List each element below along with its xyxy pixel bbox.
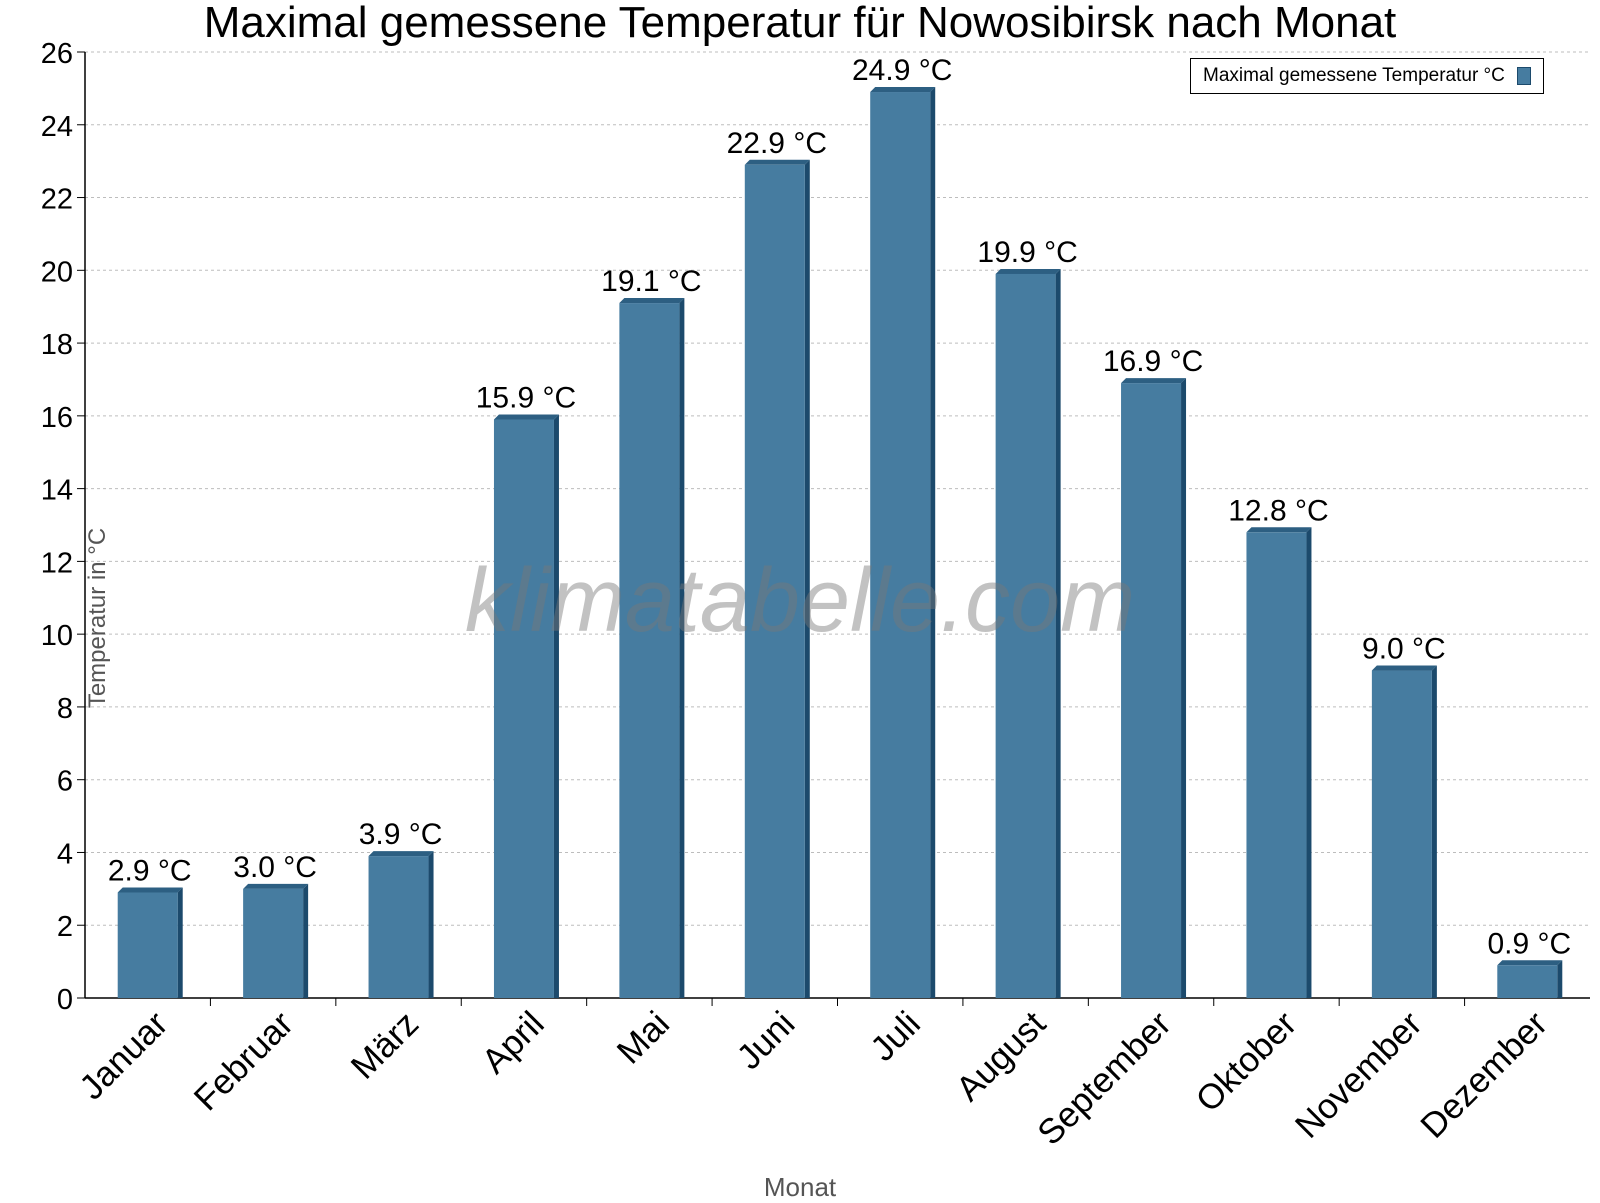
bar-side [804,159,810,999]
bar-side [1431,665,1437,998]
bar-top [744,159,810,165]
data-label: 19.9 °C [977,236,1077,269]
y-tick-label: 18 [41,329,73,361]
bar [493,419,554,998]
y-axis-label: Temperatur in °C [84,527,112,709]
bar-side [930,87,936,999]
bar-side [177,887,183,998]
x-axis-label: Monat [763,1172,837,1202]
x-tick-label: August [949,1004,1054,1109]
bar [1121,383,1182,999]
x-tick-label: Mai [610,1004,677,1071]
bar-top [995,268,1061,274]
x-tick-label: November [1288,1004,1430,1146]
y-tick-label: 6 [57,766,73,798]
x-tick-label: Dezember [1413,1004,1555,1146]
bar-top [1497,960,1563,966]
x-tick-label: Januar [72,1004,175,1107]
bar-side [428,851,434,998]
bar [1246,532,1307,998]
data-label: 16.9 °C [1103,345,1203,378]
y-tick-label: 4 [57,838,73,870]
bar-side [679,298,685,998]
bar-side [1557,960,1563,998]
chart-title: Maximal gemessene Temperatur für Nowosib… [203,0,1397,47]
data-label: 22.9 °C [727,127,827,160]
bar-top [368,851,434,857]
y-tick-label: 10 [41,620,73,652]
bar-top [1121,378,1187,384]
bar [995,273,1056,998]
bar-side [1306,527,1312,998]
bar [619,303,680,998]
bar-side [1181,378,1187,999]
bar-top [870,87,936,93]
y-tick-label: 26 [41,38,73,70]
legend: Maximal gemessene Temperatur °C [1190,58,1544,94]
data-label: 19.1 °C [601,265,701,298]
bar-side [553,414,559,998]
data-label: 3.9 °C [359,818,443,851]
data-label: 2.9 °C [108,854,192,887]
x-tick-label: September [1030,1004,1179,1153]
x-tick-label: Oktober [1189,1004,1305,1120]
bar-side [303,883,309,998]
legend-swatch [1516,67,1531,85]
bar-top [1246,527,1312,533]
data-label: 24.9 °C [852,54,952,87]
y-tick-label: 24 [41,111,73,143]
bar-top [619,298,685,304]
data-label: 3.0 °C [233,851,317,884]
bar-top [117,887,183,893]
y-tick-label: 0 [57,984,73,1016]
bar [243,888,304,998]
bar [117,892,178,998]
bar [1371,670,1432,998]
y-tick-label: 2 [57,911,73,943]
data-label: 9.0 °C [1362,633,1446,666]
legend-label: Maximal gemessene Temperatur °C [1203,65,1505,86]
x-tick-label: März [344,1004,427,1087]
x-tick-label: April [475,1004,552,1081]
y-tick-label: 14 [41,475,73,507]
bar-top [243,883,309,889]
y-tick-label: 22 [41,184,73,216]
y-tick-label: 12 [41,547,73,579]
data-label: 0.9 °C [1487,927,1571,960]
y-tick-label: 20 [41,256,73,288]
bar-top [493,414,559,420]
bar-top [1371,665,1437,671]
bar [1497,965,1558,998]
data-label: 15.9 °C [476,381,576,414]
y-tick-label: 8 [57,693,73,725]
x-tick-label: Juni [729,1004,802,1077]
bar [870,92,931,999]
y-tick-label: 16 [41,402,73,434]
x-tick-label: Februar [187,1004,301,1118]
bar [368,856,429,998]
data-label: 12.8 °C [1228,494,1328,527]
bar [744,164,805,999]
bar-side [1055,268,1061,998]
x-tick-label: Juli [863,1004,928,1069]
